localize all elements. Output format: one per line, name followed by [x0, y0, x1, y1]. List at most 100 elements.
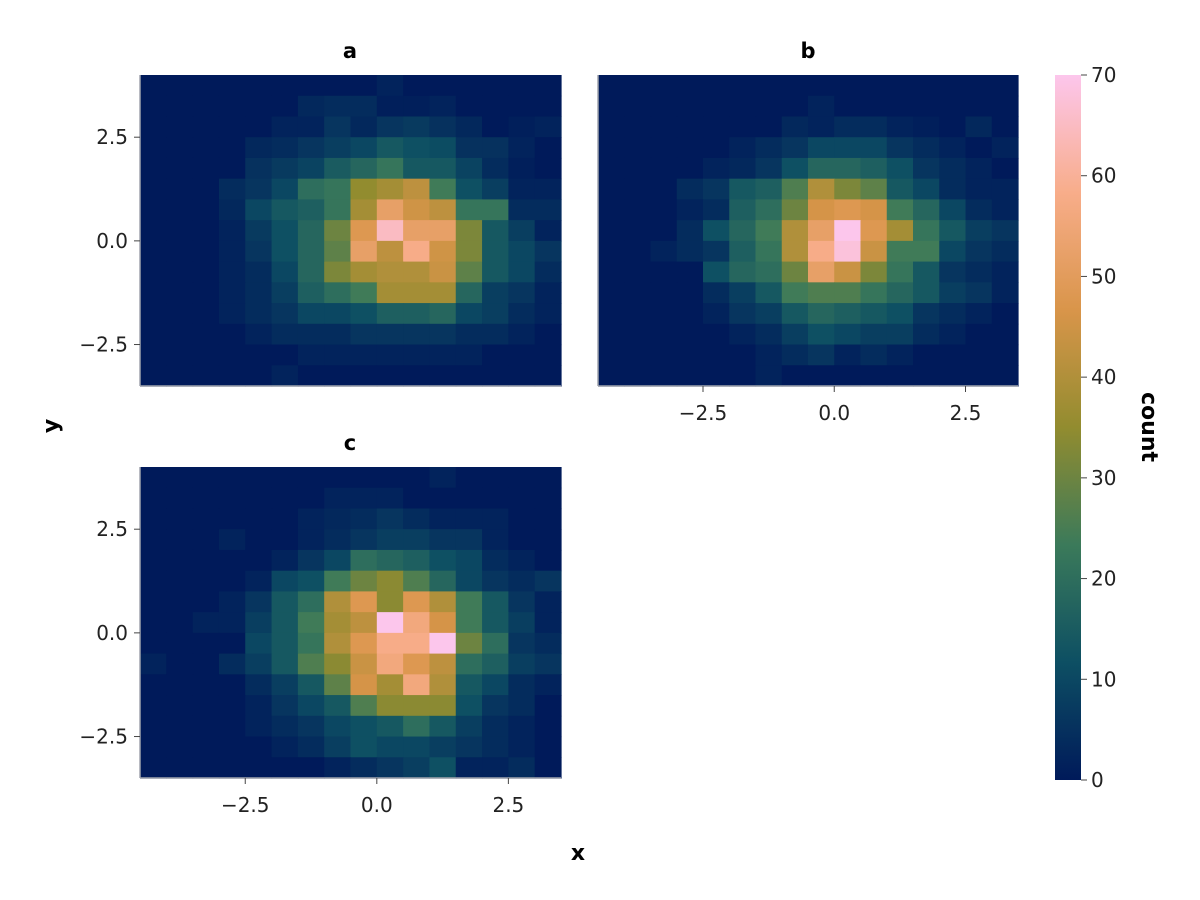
heatmap-cell	[508, 365, 536, 387]
heatmap-cell	[703, 323, 730, 346]
heatmap-cell	[297, 612, 325, 634]
heatmap-cell	[297, 487, 325, 510]
heatmap-cell	[598, 157, 625, 180]
heatmap-cell	[324, 591, 352, 613]
heatmap-cell	[703, 199, 730, 221]
heatmap-cell	[140, 674, 167, 696]
heatmap-cell	[271, 529, 299, 551]
heatmap-cell	[729, 303, 757, 325]
heatmap-cell	[376, 157, 404, 180]
heatmap-cell	[376, 75, 404, 97]
heatmap-cell	[218, 116, 246, 138]
heatmap-cell	[860, 178, 888, 200]
y-tick-label: 2.5	[96, 517, 128, 541]
heatmap-cell	[140, 116, 167, 138]
heatmap-cell	[755, 137, 783, 159]
heatmap-cell	[350, 75, 378, 97]
heatmap-cell	[624, 116, 652, 138]
heatmap-cell	[166, 240, 194, 263]
heatmap-cell	[350, 95, 378, 118]
heatmap-cell	[991, 95, 1019, 118]
heatmap-cell	[271, 199, 299, 221]
heatmap-cell	[245, 508, 273, 530]
heatmap-cell	[403, 736, 431, 758]
heatmap-cell	[192, 508, 220, 530]
heatmap-cell	[482, 137, 509, 159]
heatmap-cell	[376, 344, 404, 366]
heatmap-cell	[297, 95, 325, 118]
heatmap-cell	[676, 365, 704, 387]
heatmap-cell	[913, 303, 940, 325]
heatmap-cell	[166, 695, 194, 717]
heatmap-cell	[324, 220, 352, 242]
heatmap-cell	[350, 715, 378, 738]
heatmap-cell	[350, 344, 378, 366]
heatmap-cell	[650, 240, 678, 263]
heatmap-cell	[508, 508, 536, 530]
heatmap-cell	[245, 570, 273, 592]
heatmap-cell	[781, 75, 809, 97]
heatmap-cell	[245, 137, 273, 159]
heatmap-cell	[913, 240, 940, 263]
heatmap-cell	[886, 75, 914, 97]
heatmap-cell	[403, 137, 431, 159]
heatmap-cell	[508, 282, 536, 304]
heatmap-cell	[534, 591, 562, 613]
heatmap-cell	[429, 323, 457, 346]
heatmap-cell	[140, 199, 167, 221]
heatmap-cell	[245, 116, 273, 138]
heatmap-cell	[781, 116, 809, 138]
heatmap-cell	[676, 75, 704, 97]
panel-a-title: a	[343, 39, 357, 63]
heatmap-cell	[350, 674, 378, 696]
heatmap-cell	[166, 529, 194, 551]
heatmap-cell	[350, 365, 378, 387]
heatmap-cell	[755, 75, 783, 97]
heatmap-cell	[140, 240, 167, 263]
heatmap-cell	[650, 178, 678, 200]
heatmap-cell	[376, 303, 404, 325]
heatmap-cell	[703, 344, 730, 366]
heatmap-cell	[624, 75, 652, 97]
heatmap-cell	[482, 695, 509, 717]
heatmap-cell	[324, 75, 352, 97]
heatmap-cell	[781, 178, 809, 200]
heatmap-cell	[166, 736, 194, 758]
heatmap-cell	[376, 529, 404, 551]
heatmap-cell	[376, 282, 404, 304]
heatmap-cell	[271, 570, 299, 592]
heatmap-cell	[703, 157, 730, 180]
heatmap-cell	[729, 199, 757, 221]
heatmap-cell	[676, 199, 704, 221]
heatmap-cell	[534, 303, 562, 325]
y-axis-label: y	[39, 419, 64, 433]
heatmap-cell	[808, 282, 835, 304]
heatmap-cell	[729, 137, 757, 159]
heatmap-cell	[729, 365, 757, 387]
heatmap-cell	[218, 157, 246, 180]
heatmap-cell	[703, 116, 730, 138]
heatmap-cell	[508, 695, 536, 717]
heatmap-cell	[886, 157, 914, 180]
heatmap-cell	[482, 344, 509, 366]
heatmap-cell	[350, 467, 378, 489]
heatmap-cell	[324, 95, 352, 118]
heatmap-cell	[534, 199, 562, 221]
heatmap-cell	[245, 157, 273, 180]
heatmap-cell	[297, 365, 325, 387]
heatmap-cell	[886, 261, 914, 283]
heatmap-cell	[455, 508, 483, 530]
heatmap-cell	[508, 529, 536, 551]
y-tick-label: 0.0	[96, 229, 128, 253]
heatmap-cell	[939, 157, 967, 180]
heatmap-cell	[166, 674, 194, 696]
heatmap-cell	[455, 261, 483, 283]
heatmap-cell	[755, 323, 783, 346]
panel-a-frame	[139, 75, 561, 387]
heatmap-cell	[140, 282, 167, 304]
heatmap-cell	[324, 323, 352, 346]
heatmap-cell	[376, 95, 404, 118]
heatmap-cell	[429, 75, 457, 97]
heatmap-cell	[624, 282, 652, 304]
heatmap-cell	[271, 178, 299, 200]
